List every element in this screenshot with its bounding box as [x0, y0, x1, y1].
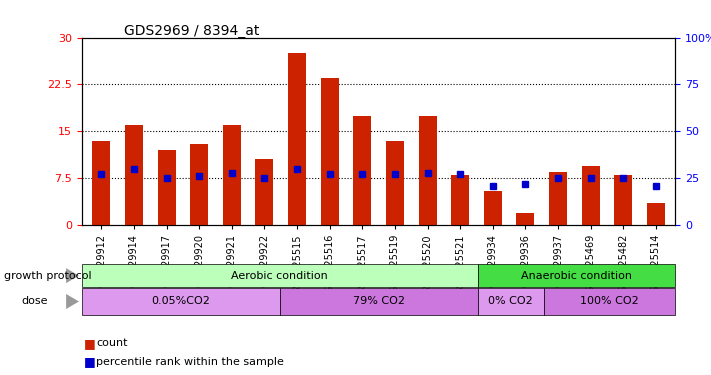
- Text: 100% CO2: 100% CO2: [580, 297, 639, 306]
- Text: dose: dose: [21, 297, 48, 306]
- Bar: [288, 53, 306, 225]
- Bar: [483, 190, 502, 225]
- Text: growth protocol: growth protocol: [4, 271, 91, 280]
- Bar: [582, 166, 599, 225]
- Bar: [321, 78, 338, 225]
- Text: 79% CO2: 79% CO2: [353, 297, 405, 306]
- Text: Aerobic condition: Aerobic condition: [231, 271, 328, 280]
- Text: Anaerobic condition: Anaerobic condition: [521, 271, 632, 280]
- Bar: [647, 203, 665, 225]
- Bar: [353, 116, 371, 225]
- Bar: [191, 144, 208, 225]
- Bar: [419, 116, 437, 225]
- Text: 0% CO2: 0% CO2: [488, 297, 533, 306]
- Bar: [158, 150, 176, 225]
- Text: count: count: [96, 338, 127, 348]
- Bar: [223, 125, 241, 225]
- Text: percentile rank within the sample: percentile rank within the sample: [96, 357, 284, 367]
- Bar: [451, 175, 469, 225]
- Text: 0.05%CO2: 0.05%CO2: [151, 297, 210, 306]
- Polygon shape: [66, 294, 79, 309]
- Text: ■: ■: [84, 337, 96, 350]
- Bar: [516, 213, 535, 225]
- Polygon shape: [66, 268, 79, 283]
- Bar: [549, 172, 567, 225]
- Bar: [92, 141, 110, 225]
- Bar: [255, 159, 274, 225]
- Bar: [125, 125, 143, 225]
- Text: ■: ■: [84, 356, 96, 368]
- Bar: [614, 175, 632, 225]
- Text: GDS2969 / 8394_at: GDS2969 / 8394_at: [124, 24, 260, 38]
- Bar: [386, 141, 404, 225]
